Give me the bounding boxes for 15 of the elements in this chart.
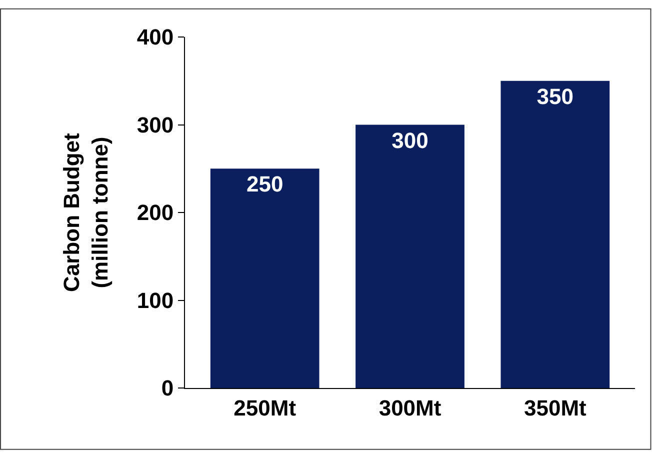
x-tick-label: 250Mt bbox=[234, 395, 297, 420]
y-tick-label: 0 bbox=[161, 376, 174, 401]
y-tick-label: 400 bbox=[136, 24, 174, 50]
y-tick-label: 100 bbox=[136, 288, 174, 313]
bar bbox=[210, 168, 320, 388]
data-label: 300 bbox=[392, 128, 428, 153]
y-tick-label: 200 bbox=[136, 200, 174, 226]
x-tick-label: 300Mt bbox=[378, 395, 442, 420]
bar bbox=[500, 80, 610, 388]
bar bbox=[356, 124, 464, 388]
y-tick-label: 300 bbox=[136, 112, 174, 138]
data-label: 350 bbox=[536, 84, 574, 109]
y-axis-title: Carbon Budget (million tonne) bbox=[59, 132, 113, 292]
x-tick-label: 350Mt bbox=[524, 395, 588, 420]
data-label: 250 bbox=[246, 172, 284, 197]
